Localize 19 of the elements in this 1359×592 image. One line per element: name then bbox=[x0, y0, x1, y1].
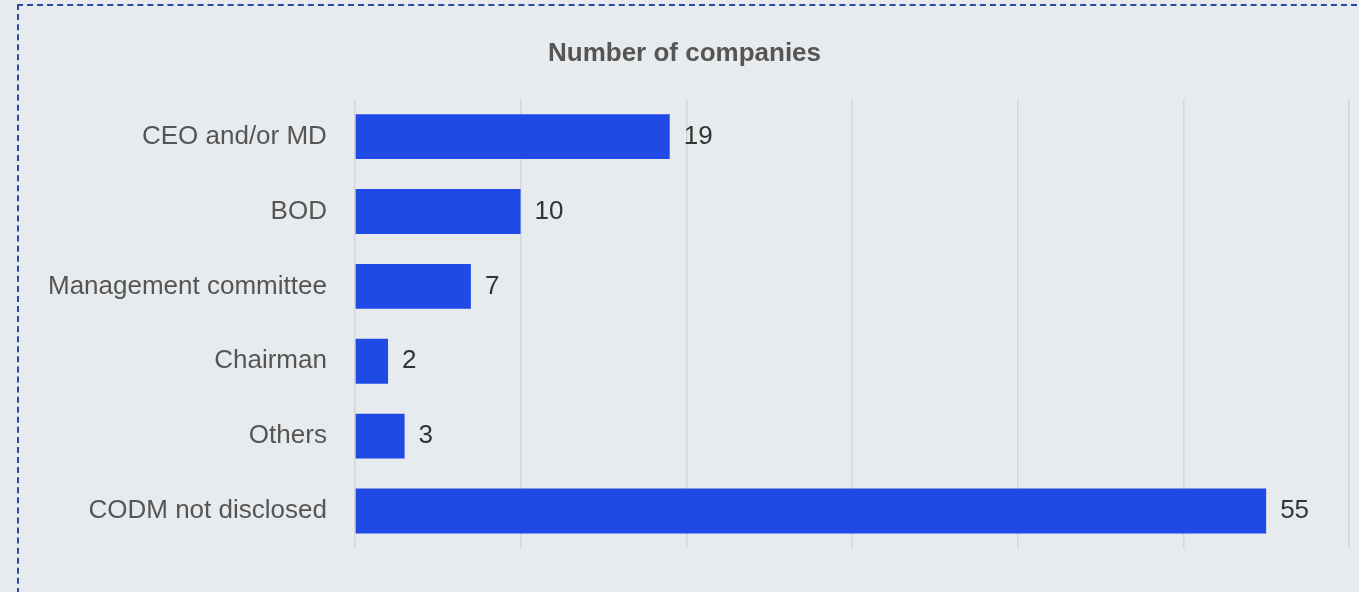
y-tick-label: CEO and/or MD bbox=[141, 119, 327, 150]
bar bbox=[355, 263, 471, 309]
bar bbox=[355, 488, 1267, 534]
data-label: 19 bbox=[683, 119, 713, 150]
bar bbox=[355, 189, 521, 234]
data-label: 3 bbox=[418, 419, 434, 450]
bar bbox=[355, 413, 405, 459]
chart-title: Number of companies bbox=[547, 36, 822, 67]
y-tick-label: Chairman bbox=[214, 344, 327, 375]
bar bbox=[355, 114, 670, 160]
data-label: 55 bbox=[1280, 494, 1310, 525]
data-label: 2 bbox=[402, 344, 417, 375]
y-tick-label: Management committee bbox=[48, 269, 327, 300]
data-label: 7 bbox=[484, 269, 500, 300]
bar bbox=[355, 338, 389, 384]
y-tick-label: CODM not disclosed bbox=[88, 494, 327, 525]
y-tick-label: Others bbox=[248, 419, 327, 450]
data-label: 10 bbox=[534, 194, 564, 225]
y-tick-label: BOD bbox=[270, 194, 327, 225]
